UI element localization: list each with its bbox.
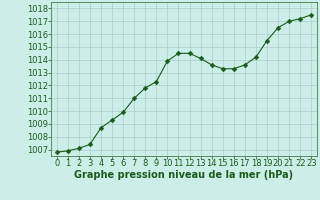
- X-axis label: Graphe pression niveau de la mer (hPa): Graphe pression niveau de la mer (hPa): [75, 170, 293, 180]
